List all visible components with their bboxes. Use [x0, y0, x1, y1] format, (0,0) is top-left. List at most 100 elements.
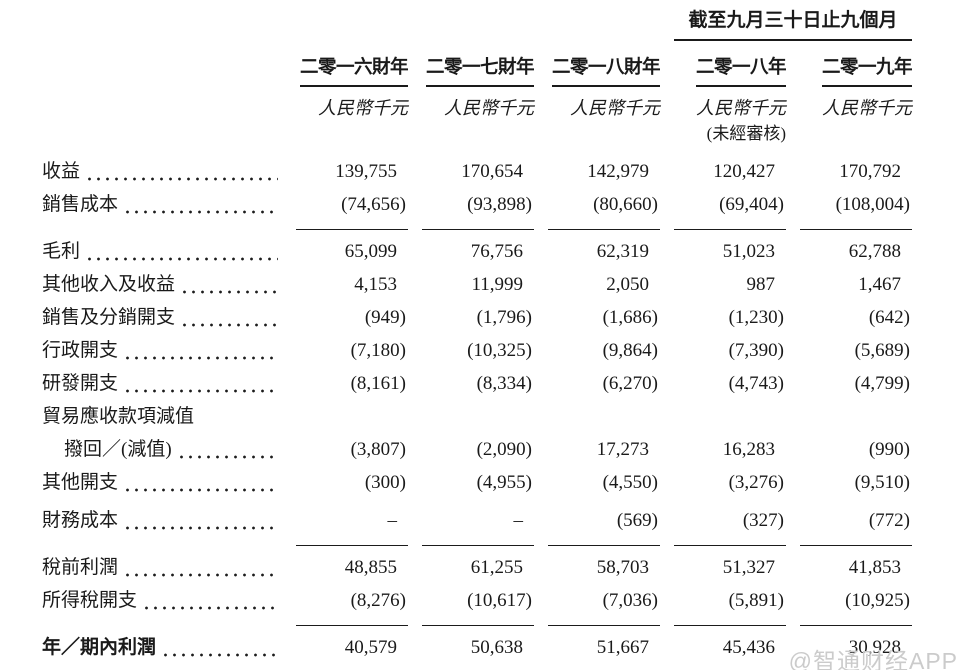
dot-leader — [123, 188, 278, 221]
cell-value: 76,756 — [470, 241, 523, 262]
cell-value: (10,617) — [467, 590, 532, 611]
column-header-label: 二零一八財年 — [551, 56, 661, 87]
cell-value: 48,855 — [344, 557, 397, 578]
cell-value: 142,979 — [587, 161, 649, 182]
financial-table: 截至九月三十日止九個月 二零一六財年 二零一七財年 二零一八財年 二零一八年 二… — [42, 8, 914, 670]
row-label: 其他開支 — [42, 472, 119, 493]
dot-leader — [180, 268, 278, 301]
cell-value: (2,090) — [476, 439, 532, 460]
cell-value: 139,755 — [335, 161, 397, 182]
table-row: 財務成本 – – (569) (327) (772) — [42, 504, 914, 537]
cell-value: (5,689) — [854, 340, 910, 361]
dot-leader — [180, 301, 278, 334]
cell-value: (300) — [364, 472, 406, 493]
rule-line — [674, 619, 786, 626]
rule-line — [800, 539, 912, 546]
cell-value: (80,660) — [593, 194, 658, 215]
cell-value: (8,334) — [476, 373, 532, 394]
table-row: 所得稅開支 (8,276) (10,617) (7,036) (5,891) (… — [42, 584, 914, 617]
column-header-9m2018: 二零一八年 — [674, 56, 787, 87]
cell-value: 62,788 — [848, 241, 901, 262]
row-label: 收益 — [42, 161, 81, 182]
rule-line — [422, 539, 534, 546]
cell-value: 170,654 — [461, 161, 523, 182]
cell-value: (4,955) — [476, 472, 532, 493]
unit-row: 人民幣千元 人民幣千元 人民幣千元 人民幣千元 人民幣千元 — [42, 96, 914, 120]
cell-value: (108,004) — [835, 194, 910, 215]
cell-value: 51,667 — [596, 637, 649, 658]
year-header-row: 二零一六財年 二零一七財年 二零一八財年 二零一八年 二零一九年 — [42, 56, 914, 87]
rule-line — [422, 223, 534, 230]
rule-line — [674, 539, 786, 546]
rule-line — [296, 539, 408, 546]
rule-line — [548, 223, 660, 230]
unit-label: 人民幣千元 — [318, 98, 408, 118]
row-label: 稅前利潤 — [42, 557, 119, 578]
column-header-fy2016: 二零一六財年 — [296, 56, 409, 87]
unit-label: 人民幣千元 — [822, 98, 912, 118]
cell-value: 41,853 — [848, 557, 901, 578]
cell-value: 30,928 — [848, 637, 901, 658]
cell-value: (772) — [868, 510, 910, 531]
cell-value: (327) — [742, 510, 784, 531]
cell-value: (5,891) — [728, 590, 784, 611]
row-label: 銷售及分銷開支 — [42, 307, 176, 328]
table-row: 稅前利潤 48,855 61,255 58,703 51,327 41,853 — [42, 551, 914, 584]
cell-value: 120,427 — [713, 161, 775, 182]
dot-leader — [161, 631, 278, 664]
cell-value: 45,436 — [722, 637, 775, 658]
cell-value: (8,276) — [350, 590, 406, 611]
cell-value: 58,703 — [596, 557, 649, 578]
rule-line — [422, 619, 534, 626]
table-row: 毛利 65,099 76,756 62,319 51,023 62,788 — [42, 235, 914, 268]
cell-value: 1,467 — [858, 274, 901, 295]
cell-value: – — [513, 510, 524, 531]
cell-value: 4,153 — [354, 274, 397, 295]
table-row: 其他收入及收益 4,153 11,999 2,050 987 1,467 — [42, 268, 914, 301]
cell-value: – — [387, 510, 398, 531]
table-row: 撥回／(減值) (3,807) (2,090) 17,273 16,283 (9… — [42, 433, 914, 466]
dot-leader — [85, 235, 278, 268]
watermark: @智通财经APP — [788, 648, 958, 670]
single-rule-row — [42, 617, 914, 626]
dot-leader — [123, 334, 278, 367]
dot-leader — [176, 433, 278, 466]
cell-value: 65,099 — [344, 241, 397, 262]
unit-label: 人民幣千元 — [444, 98, 534, 118]
cell-value: 11,999 — [471, 274, 523, 295]
table-row: 收益 139,755 170,654 142,979 120,427 170,7… — [42, 155, 914, 188]
period-header-row: 截至九月三十日止九個月 — [42, 8, 914, 41]
dot-leader — [123, 504, 278, 537]
document-page: 截至九月三十日止九個月 二零一六財年 二零一七財年 二零一八財年 二零一八年 二… — [0, 8, 966, 670]
cell-value: (642) — [868, 307, 910, 328]
cell-value: 2,050 — [606, 274, 649, 295]
cell-value: (10,325) — [467, 340, 532, 361]
unaudited-note: (未經審核) — [706, 124, 786, 143]
cell-value: 170,792 — [839, 161, 901, 182]
column-header-label: 二零一九年 — [821, 56, 913, 87]
table-row: 貿易應收款項減值 — [42, 400, 914, 433]
row-label: 年／期內利潤 — [42, 637, 157, 658]
table-row: 銷售及分銷開支 (949) (1,796) (1,686) (1,230) (6… — [42, 301, 914, 334]
column-header-9m2019: 二零一九年 — [800, 56, 913, 87]
dot-leader — [142, 584, 278, 617]
rule-line — [296, 619, 408, 626]
rule-line — [674, 223, 786, 230]
cell-value: 16,283 — [722, 439, 775, 460]
cell-value: 51,327 — [722, 557, 775, 578]
column-header-fy2017: 二零一七財年 — [422, 56, 535, 87]
cell-value: (949) — [364, 307, 406, 328]
table-row-total: 年／期內利潤 40,579 50,638 51,667 45,436 30,92… — [42, 631, 914, 664]
dot-leader — [85, 155, 278, 188]
row-label: 研發開支 — [42, 373, 119, 394]
dot-leader — [123, 551, 278, 584]
cell-value: 61,255 — [470, 557, 523, 578]
table-row: 行政開支 (7,180) (10,325) (9,864) (7,390) (5… — [42, 334, 914, 367]
table-row: 其他開支 (300) (4,955) (4,550) (3,276) (9,51… — [42, 466, 914, 499]
rule-line — [800, 223, 912, 230]
table-row: 研發開支 (8,161) (8,334) (6,270) (4,743) (4,… — [42, 367, 914, 400]
column-header-label: 二零一七財年 — [425, 56, 535, 87]
cell-value: (10,925) — [845, 590, 910, 611]
double-rule-row — [42, 664, 914, 670]
cell-value: (7,390) — [728, 340, 784, 361]
